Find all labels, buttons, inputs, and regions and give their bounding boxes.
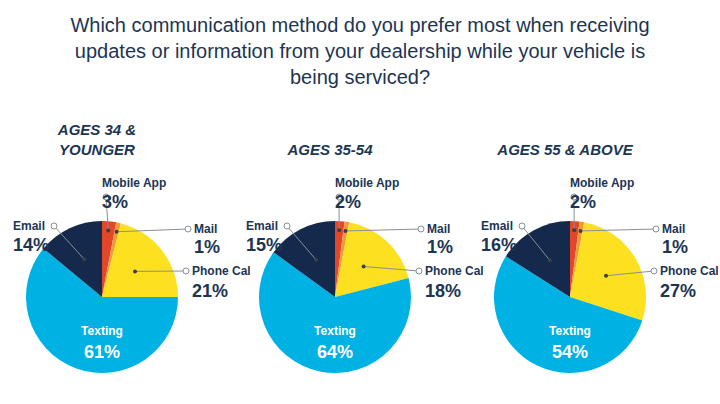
html-text:AGES 35-54: AGES 35-54: [287, 141, 373, 158]
svg-text:Texting: Texting: [314, 324, 356, 338]
svg-text:54%: 54%: [552, 342, 588, 362]
html-text:Which communication method do: Which communication method do you prefer…: [70, 14, 650, 88]
svg-text:Mobile App: Mobile App: [570, 176, 634, 190]
svg-text:64%: 64%: [317, 342, 353, 362]
svg-text:Texting: Texting: [81, 324, 123, 338]
svg-text:1%: 1%: [427, 237, 453, 257]
svg-text:3%: 3%: [102, 192, 128, 212]
svg-text:1%: 1%: [662, 237, 688, 257]
svg-text:2%: 2%: [570, 192, 596, 212]
html-text:AGES 55 & ABOVE: AGES 55 & ABOVE: [497, 141, 633, 158]
svg-text:Email: Email: [13, 219, 45, 233]
svg-text:18%: 18%: [425, 281, 461, 301]
svg-text:14%: 14%: [13, 235, 49, 255]
svg-text:Phone Calls: Phone Calls: [660, 264, 712, 278]
svg-text:Mobile App: Mobile App: [335, 176, 399, 190]
svg-text:2%: 2%: [335, 192, 361, 212]
svg-text:16%: 16%: [481, 235, 517, 255]
svg-text:Texting: Texting: [549, 324, 591, 338]
svg-text:21%: 21%: [192, 281, 228, 301]
svg-text:Phone Calls: Phone Calls: [192, 264, 250, 278]
svg-text:15%: 15%: [246, 235, 282, 255]
svg-text:Email: Email: [481, 219, 513, 233]
svg-text:Mobile App: Mobile App: [102, 176, 166, 190]
svg-text:61%: 61%: [84, 342, 120, 362]
svg-text:Phone Calls: Phone Calls: [425, 264, 483, 278]
svg-text:Mail: Mail: [194, 222, 217, 236]
svg-text:1%: 1%: [194, 237, 220, 257]
svg-text:27%: 27%: [660, 281, 696, 301]
html-text:AGES 34 & YOUNGER: AGES 34 & YOUNGER: [57, 121, 137, 158]
svg-text:Email: Email: [246, 219, 278, 233]
svg-text:Mail: Mail: [427, 222, 450, 236]
svg-text:Mail: Mail: [662, 222, 685, 236]
